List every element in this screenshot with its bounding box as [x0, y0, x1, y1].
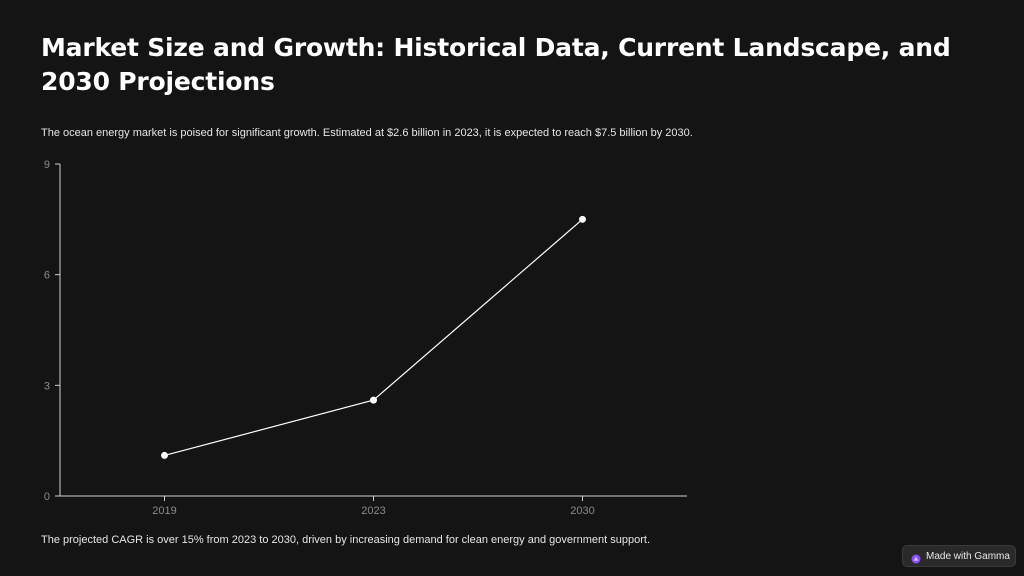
x-axis: 2019 2023 2030	[60, 495, 687, 517]
y-axis: 0 3 6 9	[44, 159, 61, 503]
y-tick-label: 3	[44, 380, 50, 392]
data-point	[579, 215, 586, 223]
x-tick-label: 2030	[570, 505, 594, 517]
x-tick-label: 2023	[361, 505, 385, 517]
data-point	[370, 396, 377, 404]
made-with-gamma-badge[interactable]: Made with Gamma	[902, 545, 1016, 567]
badge-label: Made with Gamma	[926, 550, 1010, 562]
slide-title: Market Size and Growth: Historical Data,…	[41, 33, 951, 96]
data-point	[161, 451, 168, 459]
intro-paragraph: The ocean energy market is poised for si…	[41, 127, 693, 139]
y-tick-label: 6	[44, 270, 50, 282]
footer-paragraph: The projected CAGR is over 15% from 2023…	[41, 534, 651, 546]
gamma-logo-icon	[911, 551, 921, 564]
series-line	[164, 218, 583, 457]
y-tick-label: 9	[44, 159, 50, 171]
x-tick-label: 2019	[152, 505, 176, 517]
y-tick-label: 0	[44, 491, 50, 503]
series-market-size	[161, 215, 586, 459]
